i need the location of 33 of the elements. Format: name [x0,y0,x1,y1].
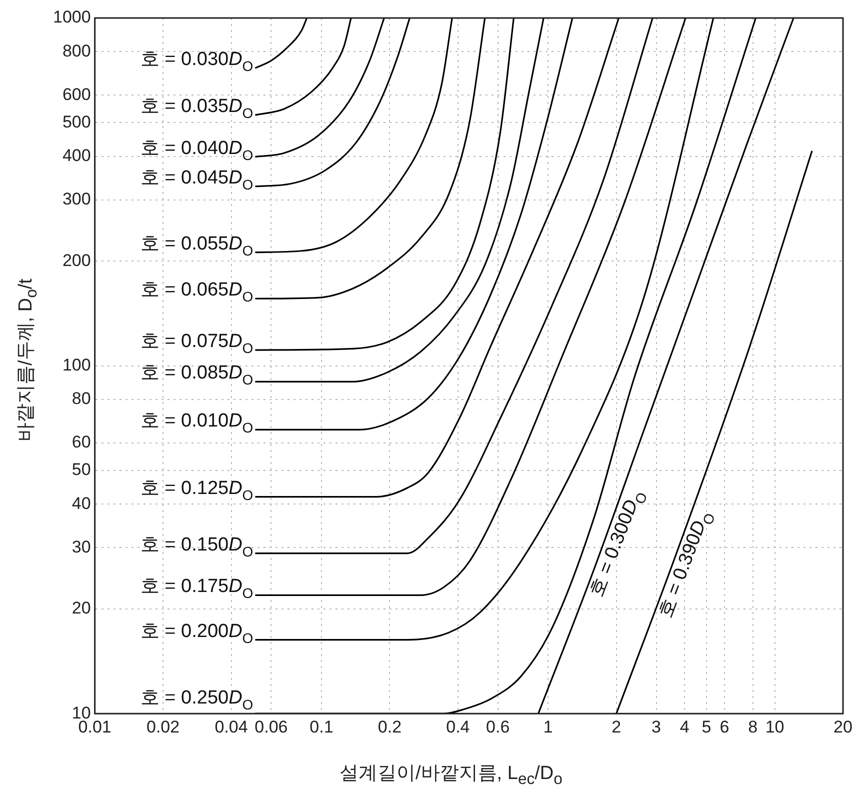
y-tick-label: 40 [72,494,91,513]
text: 호 = 0.300DO [586,490,650,600]
x-tick-label: 20 [834,717,852,736]
x-tick-label: 1 [543,717,553,736]
y-tick-label: 60 [72,432,91,452]
x-tick-label: 6 [720,717,730,736]
text: 호 = 0.390DO [654,510,718,621]
y-tick-label: 400 [62,146,91,166]
y-tick-label: 20 [72,598,91,618]
y-tick-label: 600 [62,84,91,104]
x-tick-label: 3 [652,717,661,736]
x-tick-label: 4 [680,717,690,736]
y-tick-label: 800 [62,41,91,60]
x-tick-label: 0.06 [254,717,288,736]
x-tick-label: 0.4 [446,717,470,736]
y-tick-label: 1000 [52,8,91,27]
x-tick-label: 0.1 [310,717,334,736]
x-tick-label: 2 [612,717,622,736]
y-tick-label: 300 [62,190,91,209]
x-tick-label: 10 [765,717,784,736]
x-tick-label: 0.6 [486,717,510,736]
y-tick-label: 200 [62,250,91,270]
x-tick-label: 0.02 [146,717,180,736]
y-tick-label: 100 [62,355,91,374]
y-tick-label: 80 [72,389,91,408]
y-tick-label: 50 [72,460,91,480]
y-tick-label: 500 [62,112,91,132]
x-axis-title: 설계길이/바깥지름, L$_{ec}$/D$_{o}$ [338,762,564,789]
x-tick-label: 5 [702,717,712,736]
x-tick-label: 0.04 [214,717,248,736]
x-tick-label: 8 [748,717,758,736]
x-tick-label: 0.2 [378,717,402,736]
y-tick-label: 30 [72,537,91,556]
